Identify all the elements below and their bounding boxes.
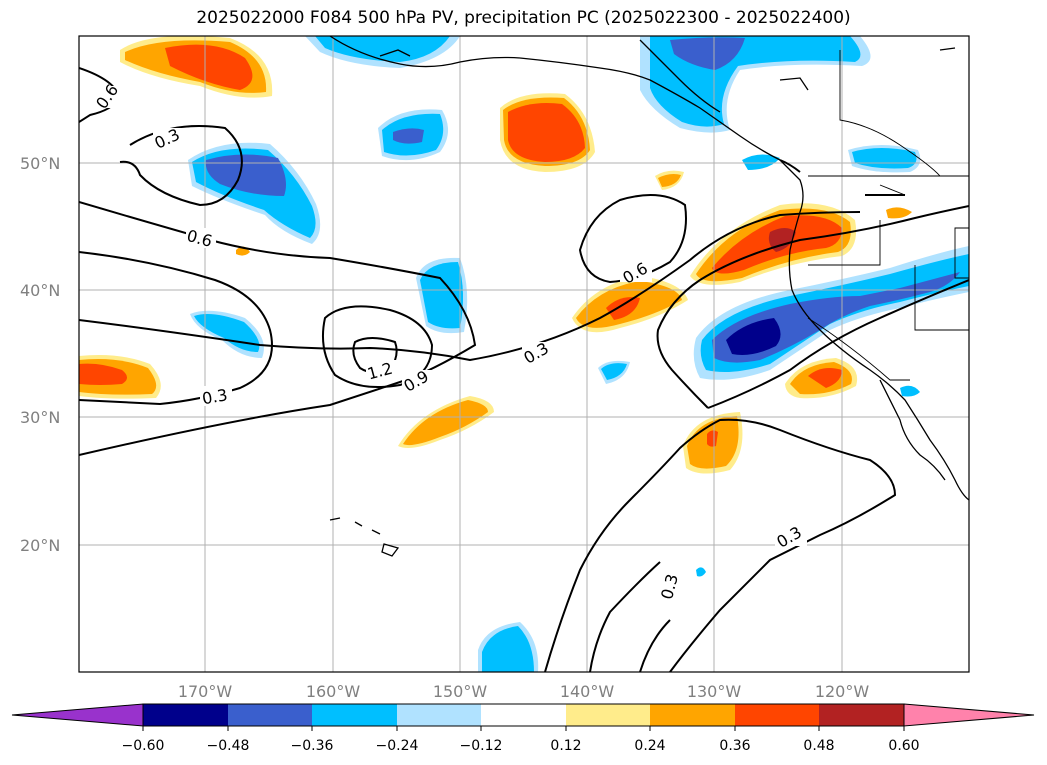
precip-blob (315, 36, 450, 62)
lat-label-30n: 30°N (20, 408, 60, 427)
pv-contours (79, 67, 969, 672)
colorbar: −0.60 −0.48 −0.36 −0.24 −0.12 0.12 0.24 … (11, 703, 1035, 754)
colorbar-segment (397, 704, 481, 726)
precip-blob (79, 363, 127, 385)
precip-blob (403, 400, 488, 446)
precip-blob (658, 174, 681, 187)
colorbar-tick: 0.36 (719, 738, 750, 754)
gridlines (79, 36, 969, 672)
precip-blob (696, 567, 706, 577)
precip-blob (606, 297, 640, 320)
precip-blob (205, 154, 286, 196)
lon-label-130w: 130°W (687, 682, 742, 701)
coastlines (329, 36, 969, 557)
political-borders (807, 50, 969, 381)
colorbar-segment (481, 704, 566, 726)
precip-blob (420, 262, 464, 329)
contour-labels: 0.6 0.3 0.6 0.3 1.2 0.9 0.3 0.6 0.3 0.3 (92, 81, 807, 602)
colorbar-tick: 0.60 (888, 738, 919, 754)
lat-label-20n: 20°N (20, 536, 60, 555)
lon-label-150w: 150°W (433, 682, 488, 701)
colorbar-tick: 0.12 (550, 738, 581, 754)
lat-label-40n: 40°N (20, 281, 60, 300)
lat-label-50n: 50°N (20, 154, 60, 173)
precip-blob (742, 154, 780, 170)
colorbar-tick: −0.36 (291, 738, 334, 754)
lon-label-140w: 140°W (560, 682, 615, 701)
longitude-axis: 170°W 160°W 150°W 140°W 130°W 120°W (178, 682, 870, 701)
precip-blob (707, 430, 718, 447)
colorbar-segment (566, 704, 650, 726)
colorbar-segment (228, 704, 312, 726)
colorbar-tick: −0.60 (122, 738, 165, 754)
plot-area: 0.6 0.3 0.6 0.3 1.2 0.9 0.3 0.6 0.3 0.3 (79, 36, 969, 672)
lon-label-160w: 160°W (306, 682, 361, 701)
colorbar-frame (142, 703, 905, 727)
colorbar-tick: 0.24 (634, 738, 665, 754)
precip-blob (482, 626, 534, 672)
precip-blob (393, 128, 424, 144)
colorbar-extend-high (903, 703, 1035, 727)
contour-label: 0.3 (201, 385, 229, 408)
lon-label-120w: 120°W (815, 682, 870, 701)
precip-blob (808, 368, 842, 388)
colorbar-tick: −0.48 (207, 738, 250, 754)
precip-blob (900, 385, 920, 397)
map-title: 2025022000 F084 500 hPa PV, precipitatio… (196, 8, 851, 28)
colorbar-segment (143, 704, 228, 726)
colorbar-segment (819, 704, 904, 726)
colorbar-tick: −0.12 (460, 738, 503, 754)
precip-blob (726, 318, 781, 355)
precipitation-fill (79, 36, 969, 672)
colorbar-extend-low (11, 703, 144, 727)
plot-frame (78, 35, 970, 673)
colorbar-tick: −0.24 (376, 738, 419, 754)
latitude-axis: 50°N 40°N 30°N 20°N (20, 154, 60, 555)
colorbar-segment (312, 704, 397, 726)
precip-blob (165, 44, 253, 90)
lon-label-170w: 170°W (178, 682, 233, 701)
colorbar-tick: 0.48 (803, 738, 834, 754)
precip-blob (601, 363, 627, 380)
precip-blob (886, 207, 912, 219)
precip-blob (670, 37, 745, 70)
colorbar-segment (650, 704, 735, 726)
precip-blob (508, 103, 585, 162)
colorbar-segment (735, 704, 819, 726)
